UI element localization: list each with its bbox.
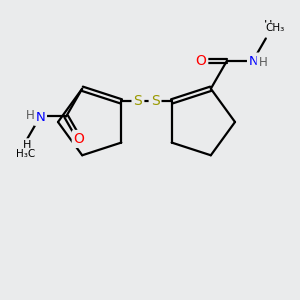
Text: O: O (74, 132, 85, 146)
Text: CH₃: CH₃ (266, 23, 285, 34)
Text: N: N (249, 55, 259, 68)
Text: N: N (35, 111, 45, 124)
Text: H: H (26, 109, 34, 122)
Text: H: H (23, 140, 32, 150)
Text: S: S (134, 94, 142, 108)
Text: H: H (264, 20, 272, 31)
Text: H: H (258, 56, 267, 68)
Text: S: S (151, 94, 159, 108)
Text: H₃C: H₃C (16, 149, 35, 159)
Text: O: O (195, 54, 206, 68)
